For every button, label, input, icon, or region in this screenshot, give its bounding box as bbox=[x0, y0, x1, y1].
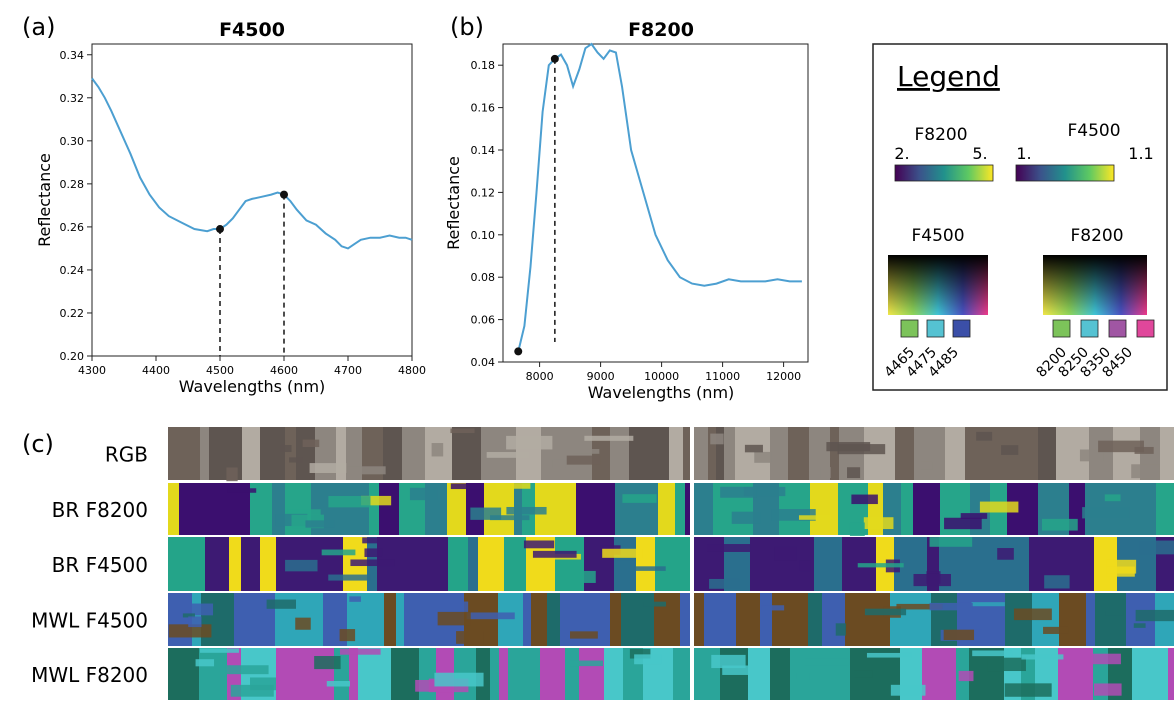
swatch-8200 bbox=[1052, 319, 1071, 338]
chart-a-ytick-label: 0.30 bbox=[60, 135, 85, 148]
chart-b-xtick-label: 8000 bbox=[526, 370, 554, 383]
strip-image bbox=[694, 537, 1174, 591]
chart-a-ytick-label: 0.22 bbox=[60, 307, 85, 320]
chart-b-marker bbox=[550, 54, 559, 63]
legend-title: Legend bbox=[897, 60, 1000, 93]
strip-image bbox=[168, 537, 690, 591]
chart-a-ytick-label: 0.34 bbox=[60, 49, 85, 62]
chart-b: F8200 8000 9000 10000 11000 12000 0.04 0.06 0.0… bbox=[444, 19, 809, 402]
chart-a-marker bbox=[216, 225, 224, 234]
colorbar-max-f8200: 5. bbox=[972, 144, 987, 163]
strip-image bbox=[694, 648, 1174, 700]
swatch-4475 bbox=[926, 319, 945, 338]
chart-a-xlabel: Wavelengths (nm) bbox=[179, 377, 326, 396]
strip-image bbox=[168, 427, 690, 482]
swatch-8250 bbox=[1080, 319, 1099, 338]
chart-a-ytick-label: 0.26 bbox=[60, 221, 85, 234]
chart-b-ytick-label: 0.18 bbox=[471, 59, 496, 72]
chart-b-xtick-label: 12000 bbox=[766, 370, 801, 383]
chart-b-frame bbox=[502, 43, 809, 363]
strip-label: BR F8200 bbox=[52, 498, 148, 522]
chart-b-ytick-label: 0.14 bbox=[471, 144, 496, 157]
strip-label: BR F4500 bbox=[52, 553, 148, 577]
chart-b-xtick-label: 10000 bbox=[644, 370, 679, 383]
swatch-8350 bbox=[1108, 319, 1127, 338]
swatch-4485 bbox=[952, 319, 971, 338]
chart-a-line bbox=[91, 77, 413, 250]
chart-a-ylabel: Reflectance bbox=[35, 153, 54, 247]
chart-a-marker bbox=[280, 190, 288, 199]
chart-b-ytick-label: 0.10 bbox=[471, 229, 496, 242]
colorbar-f4500 bbox=[1015, 164, 1115, 182]
chart-b-title: F8200 bbox=[628, 19, 694, 41]
chart-a-xtick-label: 4400 bbox=[142, 364, 170, 377]
colorbar-min-f4500: 1. bbox=[1016, 144, 1031, 163]
strip-image bbox=[694, 593, 1174, 646]
legend-box: Legend F8200 2. 5. F4500 1. 1.1 F4500 F8… bbox=[872, 43, 1168, 391]
strip-label: RGB bbox=[105, 443, 148, 467]
strip-image bbox=[694, 427, 1174, 480]
chart-a-title: F4500 bbox=[219, 19, 285, 41]
chart-b-ytick-label: 0.12 bbox=[471, 186, 496, 199]
chart-a-xtick-label: 4300 bbox=[78, 364, 106, 377]
panel-label-a: (a) bbox=[22, 13, 55, 41]
swatch-8450 bbox=[1136, 319, 1155, 338]
rgbmap-f4500 bbox=[888, 255, 988, 315]
chart-a-ytick-label: 0.24 bbox=[60, 264, 85, 277]
chart-a-ytick-label: 0.20 bbox=[60, 350, 85, 363]
chart-b-xtick-label: 11000 bbox=[705, 370, 740, 383]
rgbmap-label-f4500: F4500 bbox=[911, 226, 964, 246]
rgbmap-label-f8200: F8200 bbox=[1070, 226, 1123, 246]
chart-b-line bbox=[517, 42, 802, 352]
chart-b-xtick-label: 9000 bbox=[587, 370, 615, 383]
panel-label-b: (b) bbox=[450, 13, 484, 41]
strip-label: MWL F8200 bbox=[31, 663, 148, 687]
rgbmap-f8200 bbox=[1043, 255, 1147, 315]
colorbar-label-f4500: F4500 bbox=[1067, 121, 1120, 141]
strip-label: MWL F4500 bbox=[31, 609, 148, 633]
strip-image bbox=[168, 483, 690, 535]
panel-label-c: (c) bbox=[22, 430, 54, 458]
chart-b-ylabel: Reflectance bbox=[444, 156, 463, 250]
chart-a-xtick-label: 4700 bbox=[334, 364, 362, 377]
chart-a-xtick-label: 4500 bbox=[206, 364, 234, 377]
chart-a-ytick-label: 0.32 bbox=[60, 92, 85, 105]
chart-b-ytick-label: 0.16 bbox=[471, 102, 496, 115]
image-strips: RGB BR F8200 BR F4500 MWL F4500 MWL F8200 bbox=[31, 427, 1174, 701]
swatch-4465 bbox=[900, 319, 919, 338]
colorbar-min-f8200: 2. bbox=[894, 144, 909, 163]
strip-image bbox=[694, 483, 1174, 536]
chart-b-xlabel: Wavelengths (nm) bbox=[588, 383, 735, 402]
chart-b-ytick-label: 0.06 bbox=[471, 314, 496, 327]
chart-b-ytick-label: 0.04 bbox=[471, 356, 496, 369]
colorbar-f8200 bbox=[894, 164, 994, 182]
colorbar-label-f8200: F8200 bbox=[914, 125, 967, 145]
chart-a-ytick-label: 0.28 bbox=[60, 178, 85, 191]
strip-image bbox=[168, 593, 690, 646]
strip-image bbox=[168, 648, 690, 700]
chart-a: F4500 4300 4400 4500 4600 4700 4800 0.20 0.22 0.… bbox=[35, 19, 426, 396]
chart-a-xtick-label: 4800 bbox=[398, 364, 426, 377]
legend-frame bbox=[872, 43, 1168, 391]
chart-b-ytick-label: 0.08 bbox=[471, 271, 496, 284]
chart-a-xtick-label: 4600 bbox=[270, 364, 298, 377]
colorbar-max-f4500: 1.1 bbox=[1128, 144, 1153, 163]
chart-b-marker bbox=[514, 347, 523, 356]
chart-a-frame bbox=[91, 43, 413, 357]
